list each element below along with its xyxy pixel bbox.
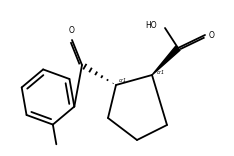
Text: HO: HO xyxy=(145,22,157,31)
Text: or1: or1 xyxy=(119,78,127,83)
Text: O: O xyxy=(209,31,215,39)
Polygon shape xyxy=(152,46,180,75)
Text: O: O xyxy=(69,26,75,35)
Text: or1: or1 xyxy=(157,70,165,75)
